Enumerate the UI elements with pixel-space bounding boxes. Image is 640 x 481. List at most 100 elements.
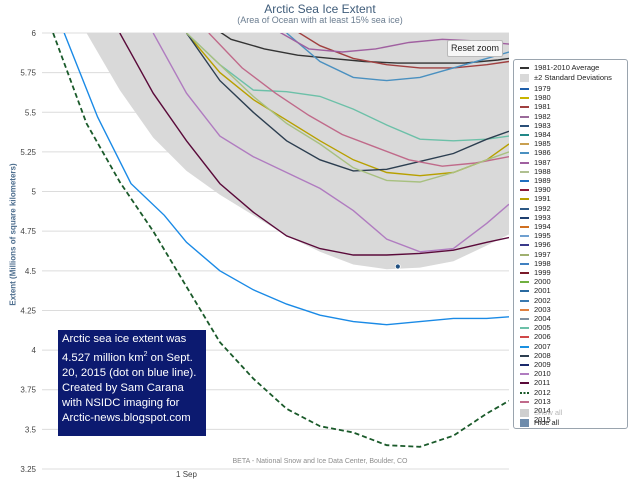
annotation-superscript: 2 [143, 351, 148, 358]
legend-label-band: ±2 Standard Deviations [534, 73, 612, 82]
legend-label: 1989 [534, 176, 551, 185]
legend-swatch [520, 296, 529, 306]
legend-swatch [520, 360, 529, 370]
legend-label: 1993 [534, 212, 551, 222]
legend-label: 2000 [534, 277, 551, 287]
legend-label: 1982 [534, 111, 551, 121]
hide-all-label: Hide all [534, 418, 560, 427]
legend-label: 1998 [534, 258, 551, 268]
legend-swatch [520, 121, 529, 131]
legend-swatch [520, 305, 529, 315]
annotation-line-6: Arctic-news.blogspot.com [62, 411, 191, 424]
legend-label: 1979 [534, 84, 551, 93]
legend-swatch [520, 397, 529, 407]
y-tick-label: 3.5 [25, 425, 37, 434]
legend-swatch [520, 323, 529, 333]
legend-swatch [520, 277, 529, 287]
legend-swatch [520, 84, 529, 94]
legend-swatch [520, 204, 529, 214]
annotation-value: 4.527 million km [62, 351, 144, 364]
legend-swatch [520, 185, 529, 195]
legend-swatch [520, 314, 529, 324]
series-line-2011 [119, 33, 509, 256]
legend-swatch [520, 194, 529, 204]
hide-all-swatch [520, 418, 529, 428]
y-tick-label: 4.25 [20, 306, 36, 315]
annotation-line-4: Created by Sam Carana [62, 381, 184, 394]
legend-label: 2005 [534, 323, 551, 333]
y-tick-label: 5.5 [25, 108, 37, 117]
legend-swatch [520, 102, 529, 112]
y-tick-label: 5.75 [20, 69, 36, 78]
chart-title: Arctic Sea Ice Extent [264, 2, 376, 16]
legend-label: 1992 [534, 203, 551, 213]
y-tick-label: 3.75 [20, 386, 36, 395]
legend-label: 1981 [534, 102, 551, 112]
legend-swatch [520, 112, 529, 122]
legend-swatch [520, 351, 529, 361]
legend-label: 2015 [534, 415, 551, 425]
legend-label: 1999 [534, 268, 551, 277]
legend-label: 1990 [534, 185, 551, 195]
series-lines [52, 33, 509, 448]
legend-swatch [520, 250, 529, 260]
legend-label: 1997 [534, 249, 551, 259]
series-line-2014 [186, 33, 509, 183]
band-swatch [520, 73, 529, 83]
legend-swatch [520, 240, 529, 250]
legend-label-average: 1981-2010 Average [534, 63, 600, 72]
legend-swatch [520, 388, 529, 398]
legend: 1981-2010 Average ±2 Standard Deviations… [513, 59, 628, 429]
legend-label: 2001 [534, 286, 551, 296]
legend-label: 1980 [534, 93, 551, 103]
series-line-2008 [185, 33, 509, 172]
legend-label: 1988 [534, 166, 551, 176]
legend-label: 2003 [534, 304, 551, 314]
legend-label: 2010 [534, 369, 551, 379]
legend-swatch [520, 176, 529, 186]
legend-label: 2002 [534, 295, 551, 305]
average-swatch [520, 63, 529, 73]
legend-swatch [520, 158, 529, 168]
legend-swatch [520, 332, 529, 342]
legend-swatch [520, 286, 529, 296]
legend-swatch [520, 139, 529, 149]
legend-label: 2008 [534, 350, 551, 360]
y-tick-label: 6 [32, 29, 37, 38]
y-tick-label: 3.25 [20, 465, 36, 474]
legend-label: 1994 [534, 222, 551, 231]
legend-label: 1986 [534, 148, 551, 158]
legend-swatch [520, 222, 529, 232]
annotation-line-5: with NSIDC imaging for [62, 396, 180, 409]
legend-swatch [520, 213, 529, 223]
legend-swatch [520, 130, 529, 140]
y-tick-label: 4.75 [20, 227, 36, 236]
std-dev-band-area [86, 33, 509, 270]
legend-swatch [520, 148, 529, 158]
legend-label: 2014 [534, 406, 551, 415]
y-axis-label: Extent (Millions of square kilometers) [8, 163, 18, 306]
series-line-2015 [63, 33, 509, 326]
legend-swatch [520, 167, 529, 177]
legend-label: 1991 [534, 194, 551, 204]
annotation-line-2: 4.527 million km2 on Sept. [62, 347, 202, 366]
legend-swatch [520, 342, 529, 352]
legend-swatch [520, 378, 529, 388]
std-dev-band [86, 33, 509, 270]
reset-zoom-button[interactable]: Reset zoom [447, 40, 503, 57]
legend-label: 2004 [534, 314, 551, 323]
show-all-label: Show all [534, 408, 563, 417]
legend-label: 1983 [534, 120, 551, 130]
y-tick-label: 5 [32, 188, 37, 197]
legend-label: 2013 [534, 396, 551, 406]
legend-label: 1996 [534, 240, 551, 250]
legend-swatch [520, 259, 529, 269]
y-tick-label: 4 [32, 346, 37, 355]
y-tick-labels: 6 5.75 5.5 5.25 5 4.75 4.5 4.25 4 3.75 3.5 3.25 [20, 29, 36, 474]
legend-swatch [520, 231, 529, 241]
series-line-1981 [298, 33, 509, 69]
annotation-box: Arctic sea ice extent was 4.527 million … [58, 330, 206, 436]
chart-subtitle: (Area of Ocean with at least 15% sea ice… [237, 15, 403, 25]
legend-label: 2006 [534, 332, 551, 342]
